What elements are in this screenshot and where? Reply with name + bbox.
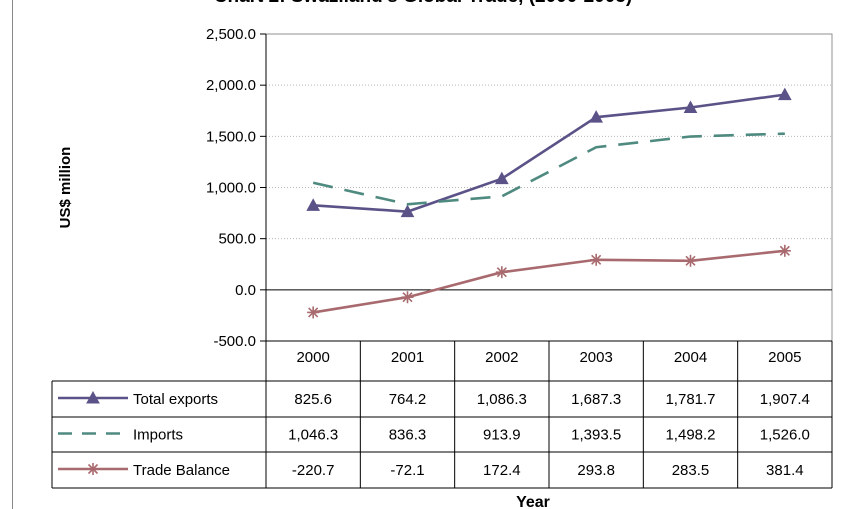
- data-point: [590, 253, 603, 266]
- table-cell-value: 1,526.0: [760, 427, 810, 444]
- data-point: [86, 390, 100, 404]
- table-cell-value: -72.1: [390, 462, 424, 479]
- table-cell-value: 836.3: [389, 427, 427, 444]
- x-axis-label: Year: [516, 494, 550, 509]
- data-point: [495, 266, 508, 279]
- series-line: [313, 93, 786, 213]
- series-line: [312, 132, 785, 206]
- y-tick-label: 1,000.0: [206, 180, 256, 197]
- y-tick-label: 2,000.0: [206, 77, 256, 94]
- series-line: [312, 249, 785, 314]
- table-cell-value: 172.4: [483, 462, 521, 479]
- data-point: [778, 244, 791, 257]
- y-tick-label: -500.0: [213, 333, 256, 350]
- y-tick-label: 0.0: [235, 282, 256, 299]
- x-tick-label: 2000: [296, 349, 329, 366]
- legend-label: Trade Balance: [133, 462, 230, 479]
- table-cell-value: 293.8: [577, 462, 615, 479]
- table-cell-value: 825.6: [294, 391, 332, 408]
- data-point: [777, 87, 792, 101]
- table-cell-value: 1,086.3: [477, 391, 527, 408]
- x-tick-label: 2001: [391, 349, 424, 366]
- data-point: [401, 291, 414, 304]
- table-cell-value: 1,687.3: [571, 391, 621, 408]
- data-point: [306, 198, 321, 211]
- table-cell-value: 1,498.2: [665, 427, 715, 444]
- x-tick-label: 2004: [674, 349, 707, 366]
- table-cell-value: 1,781.7: [665, 391, 715, 408]
- x-tick-label: 2005: [768, 349, 801, 366]
- legend-label: Total exports: [133, 391, 218, 408]
- table-cell-value: 1,907.4: [760, 391, 810, 408]
- data-point: [589, 110, 604, 123]
- x-tick-label: 2003: [579, 349, 612, 366]
- data-point: [87, 463, 99, 475]
- legend-label: Imports: [133, 427, 183, 444]
- x-tick-label: 2002: [485, 349, 518, 366]
- data-point: [307, 306, 320, 319]
- table-cell-value: 1,393.5: [571, 427, 621, 444]
- table-cell-value: 764.2: [389, 391, 427, 408]
- y-tick-label: 1,500.0: [206, 128, 256, 145]
- table-cell-value: 381.4: [766, 462, 804, 479]
- y-tick-label: 500.0: [218, 231, 256, 248]
- table-cell-value: 913.9: [483, 427, 521, 444]
- y-tick-label: 2,500.0: [206, 26, 256, 43]
- data-point: [400, 204, 415, 218]
- page-left-border: [12, 0, 13, 509]
- chart-title: Chart 2: Swaziland's Global Trade, (2000…: [0, 0, 846, 8]
- table-cell-value: -220.7: [292, 462, 335, 479]
- table-cell-value: 1,046.3: [288, 427, 338, 444]
- y-axis-label: US$ million: [57, 147, 74, 229]
- table-cell-value: 283.5: [672, 462, 710, 479]
- data-point: [494, 171, 509, 185]
- data-point: [683, 100, 698, 114]
- data-point: [684, 254, 697, 267]
